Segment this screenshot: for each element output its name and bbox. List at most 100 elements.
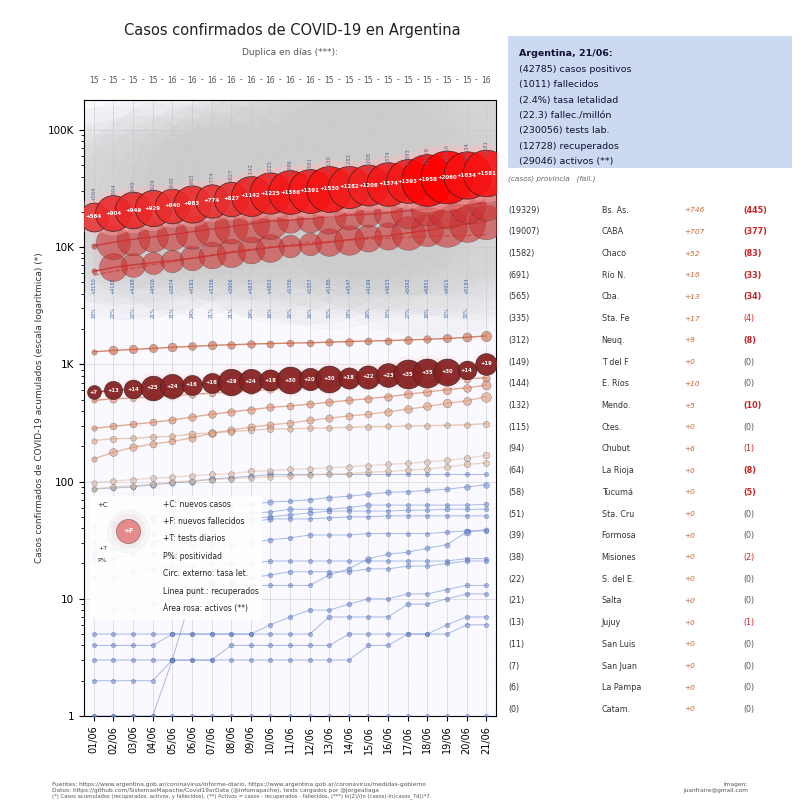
Text: +929: +929 [145, 206, 161, 210]
Point [480, 457, 493, 470]
Point [342, 490, 355, 502]
Text: (1): (1) [744, 445, 755, 454]
Text: (5): (5) [744, 488, 757, 497]
Point [107, 654, 120, 666]
Point [323, 336, 336, 349]
Point [441, 170, 454, 183]
Point [283, 566, 296, 578]
Text: +4633: +4633 [386, 277, 390, 294]
Text: (0): (0) [508, 705, 519, 714]
Point [205, 575, 218, 588]
Point [303, 513, 316, 526]
Point [421, 498, 434, 511]
Text: -: - [142, 76, 144, 85]
Point [126, 548, 139, 561]
Point [166, 199, 178, 212]
Point [225, 514, 238, 527]
Text: +6851: +6851 [425, 277, 430, 294]
Point [402, 464, 414, 477]
Text: +1958: +1958 [425, 146, 430, 165]
Text: (7): (7) [508, 662, 519, 670]
Text: 15: 15 [383, 76, 393, 85]
Point [402, 375, 414, 388]
Point [342, 529, 355, 542]
Point [87, 386, 100, 398]
Point [107, 482, 120, 494]
Text: +774: +774 [209, 171, 214, 186]
Point [244, 421, 257, 434]
Point [342, 628, 355, 641]
Point [283, 639, 296, 652]
Point [186, 252, 198, 265]
Point [186, 197, 198, 210]
Point [323, 182, 336, 195]
Text: (42785) casos positivos: (42785) casos positivos [519, 65, 632, 74]
Text: -: - [298, 76, 301, 85]
Text: +18: +18 [343, 375, 354, 380]
Text: 15: 15 [109, 76, 118, 85]
Point [362, 370, 375, 383]
Point [421, 462, 434, 475]
Point [126, 233, 139, 246]
Text: -: - [397, 76, 399, 85]
Point [107, 572, 120, 585]
Point [126, 204, 139, 217]
Point [421, 419, 434, 432]
Point [460, 526, 473, 538]
Text: +24: +24 [166, 384, 178, 389]
Point [107, 392, 120, 405]
Point [342, 394, 355, 406]
Point [323, 372, 336, 385]
Point [342, 209, 355, 222]
Point [205, 194, 218, 207]
Point [126, 517, 139, 530]
Text: -: - [338, 76, 341, 85]
Point [225, 467, 238, 480]
Point [264, 506, 277, 518]
Point [460, 710, 473, 722]
Point [186, 378, 198, 391]
Point [87, 610, 100, 623]
Point [480, 498, 493, 510]
Point [283, 374, 296, 386]
Point [244, 498, 257, 510]
Point [87, 265, 100, 278]
Text: +C: nuevos casos: +C: nuevos casos [162, 500, 230, 509]
Point [225, 518, 238, 531]
Text: +840: +840 [164, 203, 180, 208]
Point [303, 336, 316, 349]
Point [402, 710, 414, 722]
Point [264, 569, 277, 582]
Point [186, 587, 198, 600]
Point [166, 654, 178, 666]
Point [126, 481, 139, 494]
Point [283, 382, 296, 394]
Point [264, 464, 277, 477]
Point [146, 710, 159, 722]
Point [107, 207, 120, 220]
Point [460, 169, 473, 182]
Point [382, 206, 394, 219]
Text: -: - [181, 76, 183, 85]
Text: 16: 16 [305, 76, 314, 85]
Point [382, 486, 394, 498]
Point [264, 374, 277, 387]
Text: 22%: 22% [130, 307, 135, 318]
Point [441, 468, 454, 481]
Point [107, 710, 120, 722]
Point [283, 214, 296, 226]
Point [225, 579, 238, 592]
Point [460, 579, 473, 592]
Point [264, 554, 277, 567]
Point [264, 215, 277, 228]
Point [342, 180, 355, 193]
Text: (312): (312) [508, 336, 530, 345]
Point [126, 654, 139, 666]
Point [323, 182, 336, 195]
Point [441, 170, 454, 183]
Text: +1142: +1142 [241, 194, 261, 198]
Point [342, 180, 355, 193]
Text: +13: +13 [107, 388, 119, 393]
Text: La Rioja: La Rioja [602, 466, 634, 475]
Point [441, 526, 454, 538]
